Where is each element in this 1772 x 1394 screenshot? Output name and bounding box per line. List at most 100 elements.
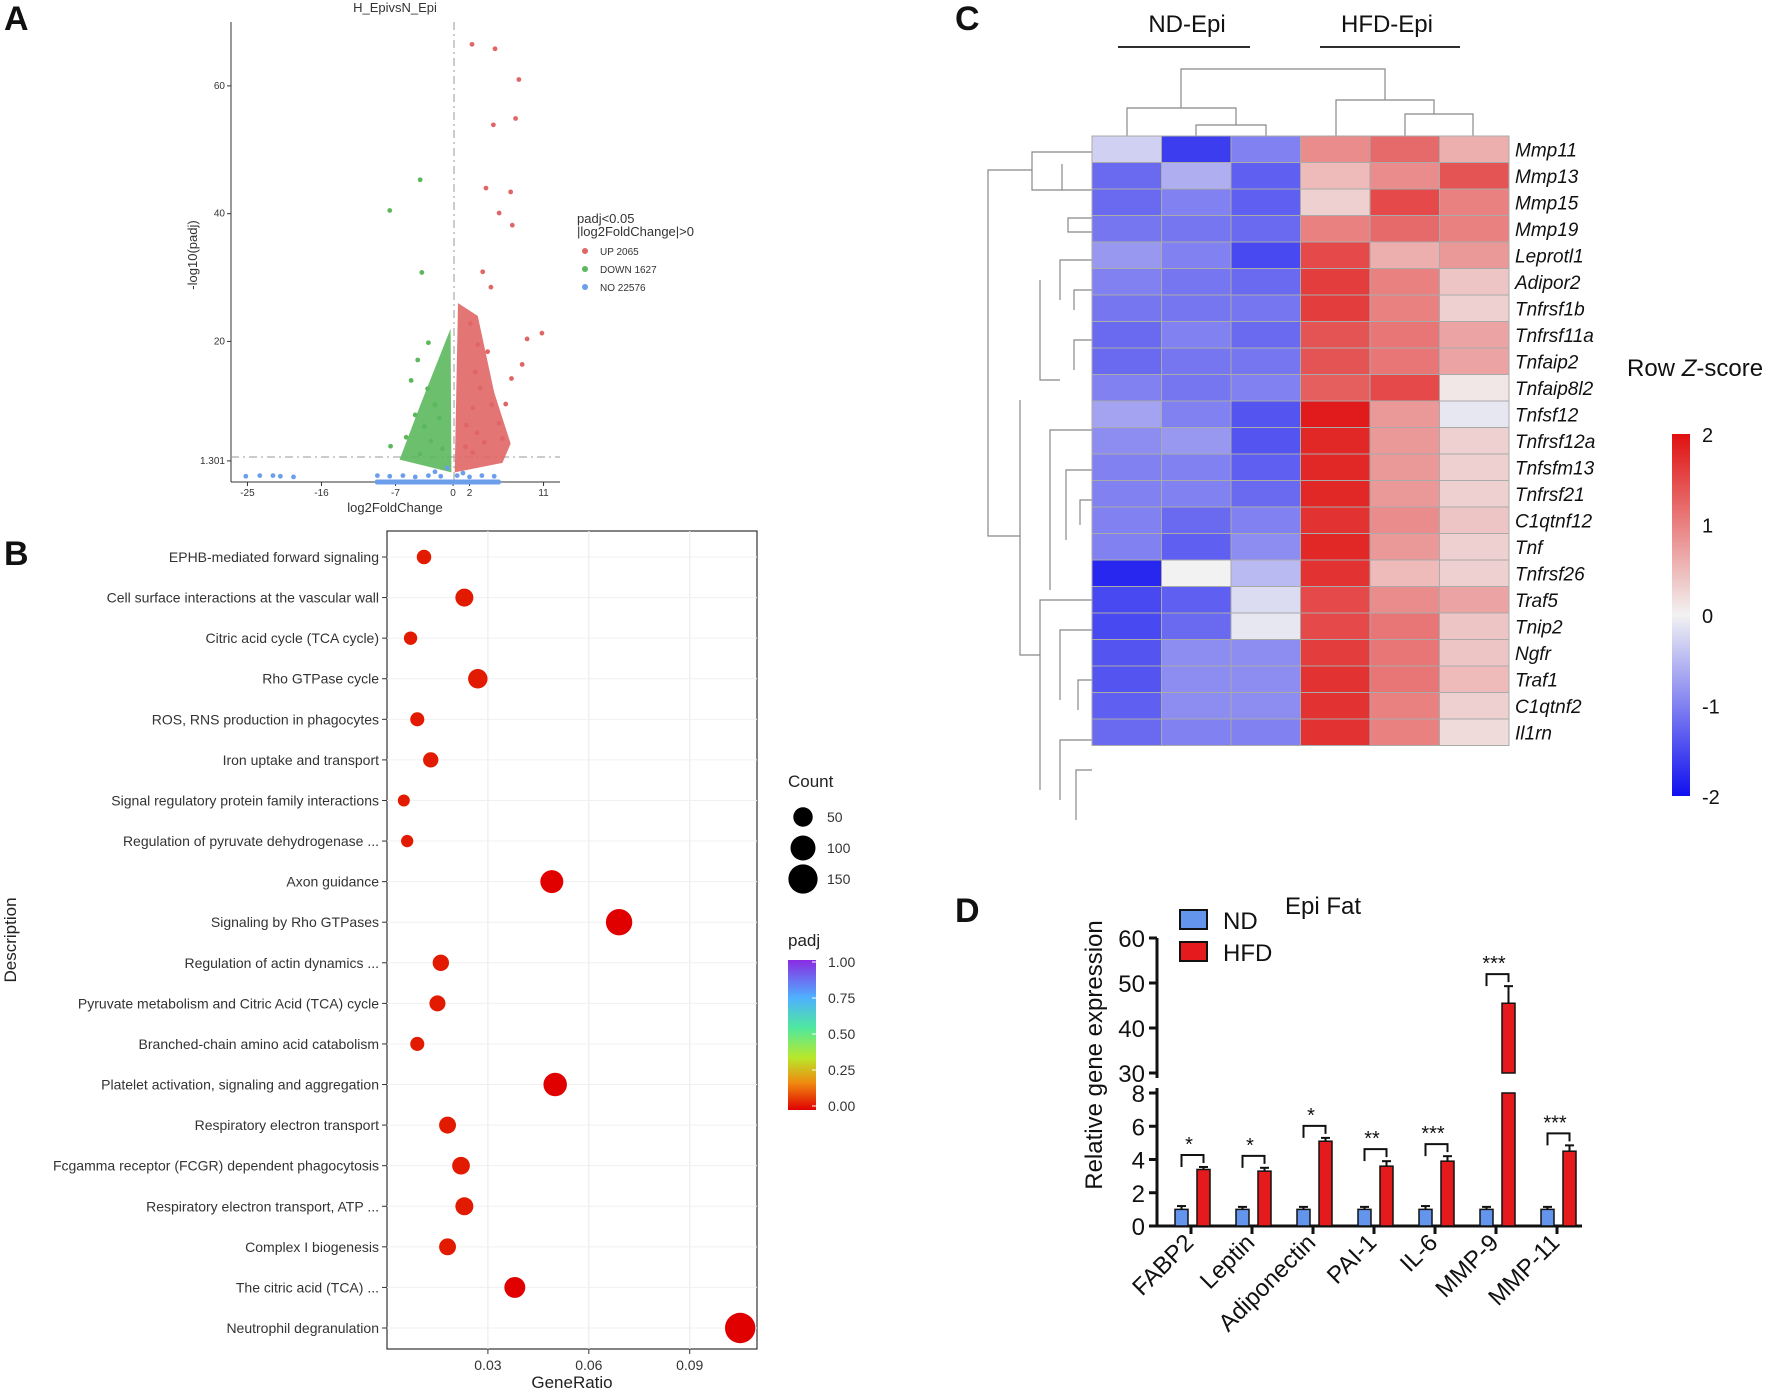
volcano-point-no: [438, 473, 444, 479]
dotplot-point: [540, 870, 564, 894]
volcano-point-down: [419, 270, 425, 275]
volcano-point-no: [243, 473, 249, 479]
heatmap-cell: [1230, 162, 1301, 190]
volcano-point-up: [513, 116, 518, 121]
volcano-point-up: [519, 362, 525, 367]
volcano-point-up: [463, 422, 469, 428]
heatmap-gene-label: Mmp15: [1515, 193, 1579, 214]
panel-label-c: C: [955, 0, 980, 38]
heatmap-cell: [1300, 268, 1371, 296]
heatmap-cell: [1369, 480, 1440, 508]
dotplot-point: [455, 1197, 474, 1216]
bar-y-tick-label: 6: [1132, 1114, 1145, 1141]
volcano-title: H_EpivsN_Epi: [353, 0, 437, 15]
volcano-x-tick-label: -25: [240, 488, 255, 499]
heatmap-cell: [1230, 215, 1301, 243]
volcano-point-no: [467, 474, 472, 480]
volcano-point-up: [480, 269, 486, 275]
volcano-y-label: -log10(padj): [185, 220, 200, 289]
volcano-x-tick-label: -7: [391, 488, 400, 499]
dotplot-term-label: Respiratory electron transport, ATP ...: [146, 1198, 379, 1214]
heatmap-cell: [1439, 162, 1510, 190]
volcano-x-tick-label: 2: [467, 488, 473, 499]
bar-category-label: PAI-1: [1322, 1229, 1382, 1289]
volcano-point-no: [454, 473, 460, 479]
heatmap-cell: [1369, 268, 1440, 296]
heatmap-cell: [1300, 533, 1371, 561]
heatmap-gene-label: Tnip2: [1515, 617, 1563, 638]
heatmap-cell: [1091, 400, 1162, 428]
heatmap-cell: [1369, 135, 1440, 163]
volcano-point-down: [425, 386, 430, 392]
volcano-point-up: [539, 330, 545, 336]
heatmap-cell: [1230, 241, 1301, 269]
heatmap-cell: [1369, 506, 1440, 534]
significance-label: ***: [1543, 1112, 1567, 1134]
axis-break-gap: [1150, 1078, 1164, 1088]
volcano-y-tick-label: 20: [214, 336, 226, 347]
volcano-point-up: [516, 77, 522, 82]
padj-legend-label: 0.50: [828, 1026, 855, 1042]
volcano-point-up: [490, 122, 496, 128]
count-legend-dot: [793, 807, 813, 827]
heatmap-cell: [1091, 215, 1162, 243]
heatmap-cell: [1369, 321, 1440, 349]
volcano-point-up: [496, 420, 502, 426]
panel-label-a: A: [4, 0, 29, 38]
panel-label-b: B: [4, 535, 29, 573]
heatmap-cell: [1300, 639, 1371, 667]
dotplot-term-label: Neutrophil degranulation: [226, 1320, 379, 1336]
heatmap-cell: [1369, 665, 1440, 693]
volcano-point-no: [432, 469, 438, 475]
heatmap-cell: [1439, 692, 1510, 720]
dotplot-point: [429, 995, 446, 1012]
heatmap-cell: [1161, 374, 1232, 402]
legend-down-marker: [582, 266, 588, 272]
heatmap-cell: [1439, 347, 1510, 375]
heatmap-cell: [1091, 321, 1162, 349]
legend-nd-label: ND: [1223, 908, 1258, 935]
dotplot-point: [543, 1072, 567, 1097]
volcano-point-up: [474, 430, 480, 436]
volcano-down-cloud: [399, 328, 452, 473]
group-label-nd: ND-Epi: [1148, 11, 1225, 38]
heatmap-cell: [1369, 586, 1440, 614]
heatmap-cell: [1091, 162, 1162, 190]
volcano-x-label: log2FoldChange: [347, 500, 442, 515]
heatmap-cell: [1369, 639, 1440, 667]
volcano-point-no: [291, 474, 296, 480]
bar-y-tick-label: 40: [1118, 1016, 1145, 1043]
bar-chart: Epi Fat ND HFD Relative gene expression …: [1081, 893, 1582, 1337]
heatmap: ND-Epi HFD-Epi: [987, 11, 1763, 820]
dotplot-term-label: Iron uptake and transport: [223, 752, 380, 768]
column-dendrogram: [1126, 68, 1474, 136]
heatmap-gene-label: C1qtnf12: [1515, 511, 1593, 532]
heatmap-gene-label: Tnfsfm13: [1515, 458, 1595, 479]
bar-nd: [1235, 1208, 1250, 1227]
bar-hfd: [1257, 1170, 1272, 1227]
heatmap-cell: [1161, 718, 1232, 746]
heatmap-cell: [1300, 692, 1371, 720]
volcano-point-up: [469, 41, 475, 47]
dotplot-term-label: Regulation of actin dynamics ...: [184, 955, 379, 971]
dotplot-point: [410, 712, 425, 727]
volcano-point-down: [428, 438, 434, 444]
heatmap-gene-label: Ngfr: [1515, 644, 1552, 665]
heatmap-cell: [1439, 480, 1510, 508]
volcano-point-up: [483, 185, 489, 191]
bar-nd: [1357, 1208, 1372, 1227]
heatmap-cell: [1439, 374, 1510, 402]
volcano-point-up: [508, 189, 514, 195]
heatmap-cell: [1161, 241, 1232, 269]
heatmap-cell: [1439, 268, 1510, 296]
padj-legend-title: padj: [788, 931, 820, 950]
bar-chart-title: Epi Fat: [1285, 893, 1361, 920]
heatmap-cell: [1369, 533, 1440, 561]
volcano-point-up: [467, 321, 473, 326]
dotplot-point: [423, 752, 439, 768]
heatmap-gene-label: Mmp11: [1515, 140, 1577, 161]
volcano-point-up: [496, 210, 502, 216]
heatmap-cell: [1439, 400, 1510, 428]
zscore-legend-label: 0: [1702, 606, 1713, 628]
bar-hfd-upper: [1501, 1002, 1516, 1074]
